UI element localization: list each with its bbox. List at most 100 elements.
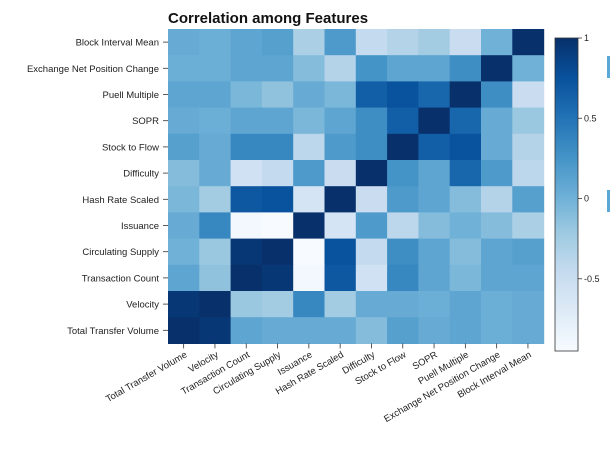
heatmap-cell-total-transfer-volume-hash-rate-scaled bbox=[324, 317, 357, 344]
heatmap-cell-stock-to-flow-block-interval-mean bbox=[512, 133, 545, 161]
heatmap-cell-transaction-count-exchange-net-position-change bbox=[481, 264, 513, 292]
heatmap-cell-issuance-total-transfer-volume bbox=[168, 212, 200, 240]
heatmap-cell-sopr-puell-multiple bbox=[449, 107, 482, 135]
heatmap-cell-issuance-velocity bbox=[199, 212, 232, 240]
heatmap-cell-velocity-velocity bbox=[199, 291, 232, 318]
heatmap-cell-transaction-count-difficulty bbox=[355, 264, 388, 292]
heatmap-cell-total-transfer-volume-puell-multiple bbox=[449, 317, 482, 344]
heatmap-cell-block-interval-mean-sopr bbox=[418, 29, 451, 56]
heatmap-cell-exchange-net-position-change-hash-rate-scaled bbox=[324, 55, 357, 82]
heatmap-cell-difficulty-sopr bbox=[418, 160, 451, 187]
heatmap-cell-block-interval-mean-difficulty bbox=[355, 29, 388, 56]
heatmap-cell-transaction-count-total-transfer-volume bbox=[168, 264, 200, 292]
heatmap-cell-sopr-hash-rate-scaled bbox=[324, 107, 357, 135]
heatmap-cell-circulating-supply-circulating-supply bbox=[261, 238, 294, 266]
heatmap-cell-circulating-supply-difficulty bbox=[355, 238, 388, 266]
heatmap-cell-stock-to-flow-puell-multiple bbox=[449, 133, 482, 161]
colorbar-tick-label: 0 bbox=[584, 194, 589, 204]
heatmap-cell-circulating-supply-transaction-count bbox=[230, 238, 263, 266]
heatmap-cell-transaction-count-stock-to-flow bbox=[387, 264, 419, 292]
heatmap-cell-sopr-exchange-net-position-change bbox=[481, 107, 513, 135]
heatmap-cell-block-interval-mean-issuance bbox=[293, 29, 326, 56]
heatmap-cell-issuance-transaction-count bbox=[230, 212, 263, 240]
heatmap-cell-circulating-supply-stock-to-flow bbox=[387, 238, 419, 266]
heatmap-cell-issuance-stock-to-flow bbox=[387, 212, 419, 240]
chart-title: Correlation among Features bbox=[168, 10, 368, 27]
heatmap-cell-circulating-supply-exchange-net-position-change bbox=[481, 238, 513, 266]
heatmap-cell-sopr-sopr bbox=[418, 107, 451, 135]
heatmap-cell-exchange-net-position-change-total-transfer-volume bbox=[168, 55, 200, 82]
heatmap-cell-total-transfer-volume-circulating-supply bbox=[261, 317, 294, 344]
heatmap-cell-exchange-net-position-change-issuance bbox=[293, 55, 326, 82]
heatmap-cell-velocity-puell-multiple bbox=[449, 291, 482, 318]
heatmap-cell-exchange-net-position-change-velocity bbox=[199, 55, 232, 82]
heatmap-cell-block-interval-mean-puell-multiple bbox=[449, 29, 482, 56]
y-tick-label: Exchange Net Position Change bbox=[27, 64, 159, 75]
heatmap-cell-difficulty-velocity bbox=[199, 160, 232, 187]
heatmap-cell-hash-rate-scaled-sopr bbox=[418, 186, 451, 213]
y-tick-label: Block Interval Mean bbox=[76, 38, 159, 49]
heatmap-cell-puell-multiple-velocity bbox=[199, 81, 232, 109]
heatmap-cell-difficulty-circulating-supply bbox=[261, 160, 294, 187]
heatmap-cell-issuance-difficulty bbox=[355, 212, 388, 240]
edge-fragment-top bbox=[607, 56, 610, 78]
x-tick-label: Total Transfer Volume bbox=[104, 349, 189, 404]
heatmap-cell-circulating-supply-velocity bbox=[199, 238, 232, 266]
y-tick-label: SOPR bbox=[132, 116, 159, 127]
heatmap-cell-velocity-difficulty bbox=[355, 291, 388, 318]
y-tick-label: Total Transfer Volume bbox=[67, 326, 159, 337]
heatmap-cell-transaction-count-circulating-supply bbox=[261, 264, 294, 292]
heatmap-cell-sopr-difficulty bbox=[355, 107, 388, 135]
heatmap-cell-velocity-circulating-supply bbox=[261, 291, 294, 318]
heatmap-cell-difficulty-total-transfer-volume bbox=[168, 160, 200, 187]
heatmap-cell-circulating-supply-issuance bbox=[293, 238, 326, 266]
heatmap-cell-difficulty-difficulty bbox=[355, 160, 388, 187]
heatmap-cell-total-transfer-volume-block-interval-mean bbox=[512, 317, 545, 344]
heatmap-cell-velocity-hash-rate-scaled bbox=[324, 291, 357, 318]
heatmap-cell-velocity-stock-to-flow bbox=[387, 291, 419, 318]
heatmap-cell-transaction-count-transaction-count bbox=[230, 264, 263, 292]
heatmap-cell-exchange-net-position-change-sopr bbox=[418, 55, 451, 82]
heatmap-cell-hash-rate-scaled-hash-rate-scaled bbox=[324, 186, 357, 213]
y-tick-label: Puell Multiple bbox=[103, 90, 160, 101]
heatmap-cell-stock-to-flow-total-transfer-volume bbox=[168, 133, 200, 161]
heatmap-cell-stock-to-flow-difficulty bbox=[355, 133, 388, 161]
heatmap-cell-exchange-net-position-change-block-interval-mean bbox=[512, 55, 545, 82]
heatmap-cell-exchange-net-position-change-circulating-supply bbox=[261, 55, 294, 82]
heatmap-cell-puell-multiple-block-interval-mean bbox=[512, 81, 545, 109]
heatmap-cell-exchange-net-position-change-difficulty bbox=[355, 55, 388, 82]
heatmap-cell-hash-rate-scaled-difficulty bbox=[355, 186, 388, 213]
heatmap-cell-hash-rate-scaled-puell-multiple bbox=[449, 186, 482, 213]
colorbar bbox=[554, 37, 579, 352]
heatmap-cell-difficulty-transaction-count bbox=[230, 160, 263, 187]
heatmap-cell-total-transfer-volume-sopr bbox=[418, 317, 451, 344]
heatmap-cell-exchange-net-position-change-stock-to-flow bbox=[387, 55, 419, 82]
heatmap-cell-difficulty-stock-to-flow bbox=[387, 160, 419, 187]
heatmap-cell-issuance-sopr bbox=[418, 212, 451, 240]
heatmap-cell-total-transfer-volume-transaction-count bbox=[230, 317, 263, 344]
heatmap-cell-sopr-transaction-count bbox=[230, 107, 263, 135]
heatmap-cell-total-transfer-volume-difficulty bbox=[355, 317, 388, 344]
heatmap-cell-velocity-transaction-count bbox=[230, 291, 263, 318]
heatmap-cell-issuance-hash-rate-scaled bbox=[324, 212, 357, 240]
heatmap-cell-puell-multiple-circulating-supply bbox=[261, 81, 294, 109]
heatmap-cell-sopr-stock-to-flow bbox=[387, 107, 419, 135]
heatmap-cell-transaction-count-issuance bbox=[293, 264, 326, 292]
y-tick-label: Velocity bbox=[126, 300, 159, 311]
heatmap-cell-issuance-exchange-net-position-change bbox=[481, 212, 513, 240]
heatmap-cell-puell-multiple-sopr bbox=[418, 81, 451, 109]
heatmap-cell-transaction-count-block-interval-mean bbox=[512, 264, 545, 292]
y-tick-label: Transaction Count bbox=[82, 273, 160, 284]
heatmap-cell-puell-multiple-exchange-net-position-change bbox=[481, 81, 513, 109]
heatmap-cell-velocity-block-interval-mean bbox=[512, 291, 545, 318]
heatmap-cell-puell-multiple-issuance bbox=[293, 81, 326, 109]
heatmap-cell-hash-rate-scaled-transaction-count bbox=[230, 186, 263, 213]
heatmap-cell-stock-to-flow-velocity bbox=[199, 133, 232, 161]
heatmap-cell-hash-rate-scaled-stock-to-flow bbox=[387, 186, 419, 213]
heatmap-cell-stock-to-flow-circulating-supply bbox=[261, 133, 294, 161]
heatmap-cell-block-interval-mean-transaction-count bbox=[230, 29, 263, 56]
heatmap-cell-circulating-supply-block-interval-mean bbox=[512, 238, 545, 266]
heatmap-cell-velocity-total-transfer-volume bbox=[168, 291, 200, 318]
heatmap-cell-block-interval-mean-stock-to-flow bbox=[387, 29, 419, 56]
